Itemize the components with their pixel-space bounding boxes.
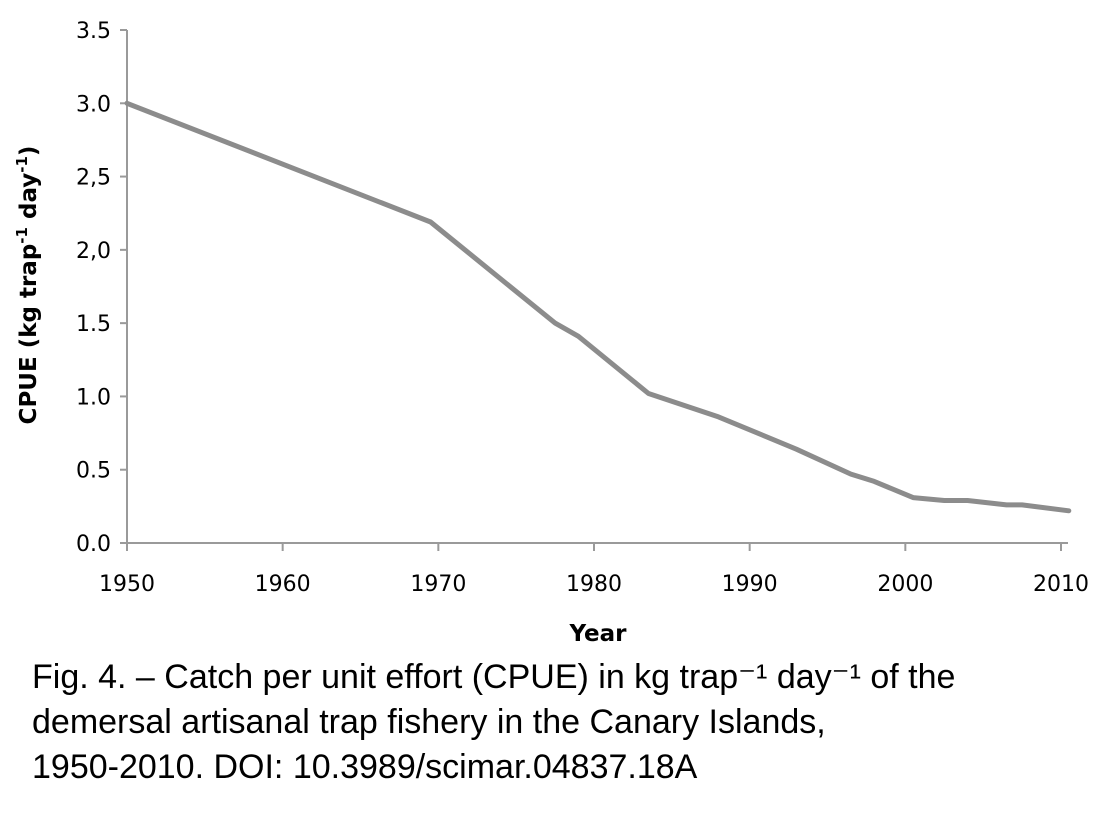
y-axis-title: CPUE (kg trap-1 day-1): [13, 146, 42, 425]
x-tick-label: 1980: [566, 572, 622, 597]
series-line: [124, 100, 1072, 514]
y-axis-title-part: day: [16, 173, 42, 227]
x-tick-label: 1970: [410, 572, 466, 597]
y-tick-label: 0.5: [76, 459, 111, 484]
y-tick-label: 2,0: [76, 239, 111, 264]
x-tick-label: 2010: [1033, 572, 1089, 597]
x-tick-label: 1950: [99, 572, 155, 597]
y-tick-label: 0.0: [76, 532, 111, 557]
x-tick-label: 1960: [255, 572, 311, 597]
caption-line: demersal artisanal trap fishery in the C…: [32, 703, 826, 741]
x-axis-title: Year: [568, 621, 627, 647]
y-tick-label: 3.5: [76, 19, 111, 44]
x-axis: 1950 1960 1970 1980 1990 2000 2010: [99, 542, 1089, 597]
caption-line: 1950-2010. DOI: 10.3989/scimar.04837.18A: [32, 748, 698, 786]
figure-caption: Fig. 4. – Catch per unit effort (CPUE) i…: [32, 655, 1092, 790]
y-tick-label: 1.0: [76, 385, 111, 410]
line-chart: 0.0 0.5 1.0 1.5 2,0 2,5 3.0 3.5 1950 1960 1970 198…: [13, 19, 1089, 647]
y-tick-label: 2,5: [76, 166, 111, 191]
y-axis: 0.0 0.5 1.0 1.5 2,0 2,5 3.0 3.5: [76, 19, 128, 557]
y-axis-title-superscript: -1: [13, 227, 31, 244]
series-group: [124, 100, 1072, 514]
x-tick-label: 2000: [877, 572, 933, 597]
caption-line: Fig. 4. – Catch per unit effort (CPUE) i…: [32, 658, 956, 696]
y-axis-title-superscript: -1: [13, 156, 31, 173]
y-axis-title-part: CPUE (kg trap: [16, 244, 42, 425]
y-tick-group: 0.0 0.5 1.0 1.5 2,0 2,5 3.0 3.5: [76, 19, 127, 557]
y-tick-label: 1.5: [76, 312, 111, 337]
x-tick-label: 1990: [722, 572, 778, 597]
y-axis-title-part: ): [16, 146, 42, 157]
x-tick-group: 1950 1960 1970 1980 1990 2000 2010: [99, 543, 1089, 597]
y-tick-label: 3.0: [76, 92, 111, 117]
